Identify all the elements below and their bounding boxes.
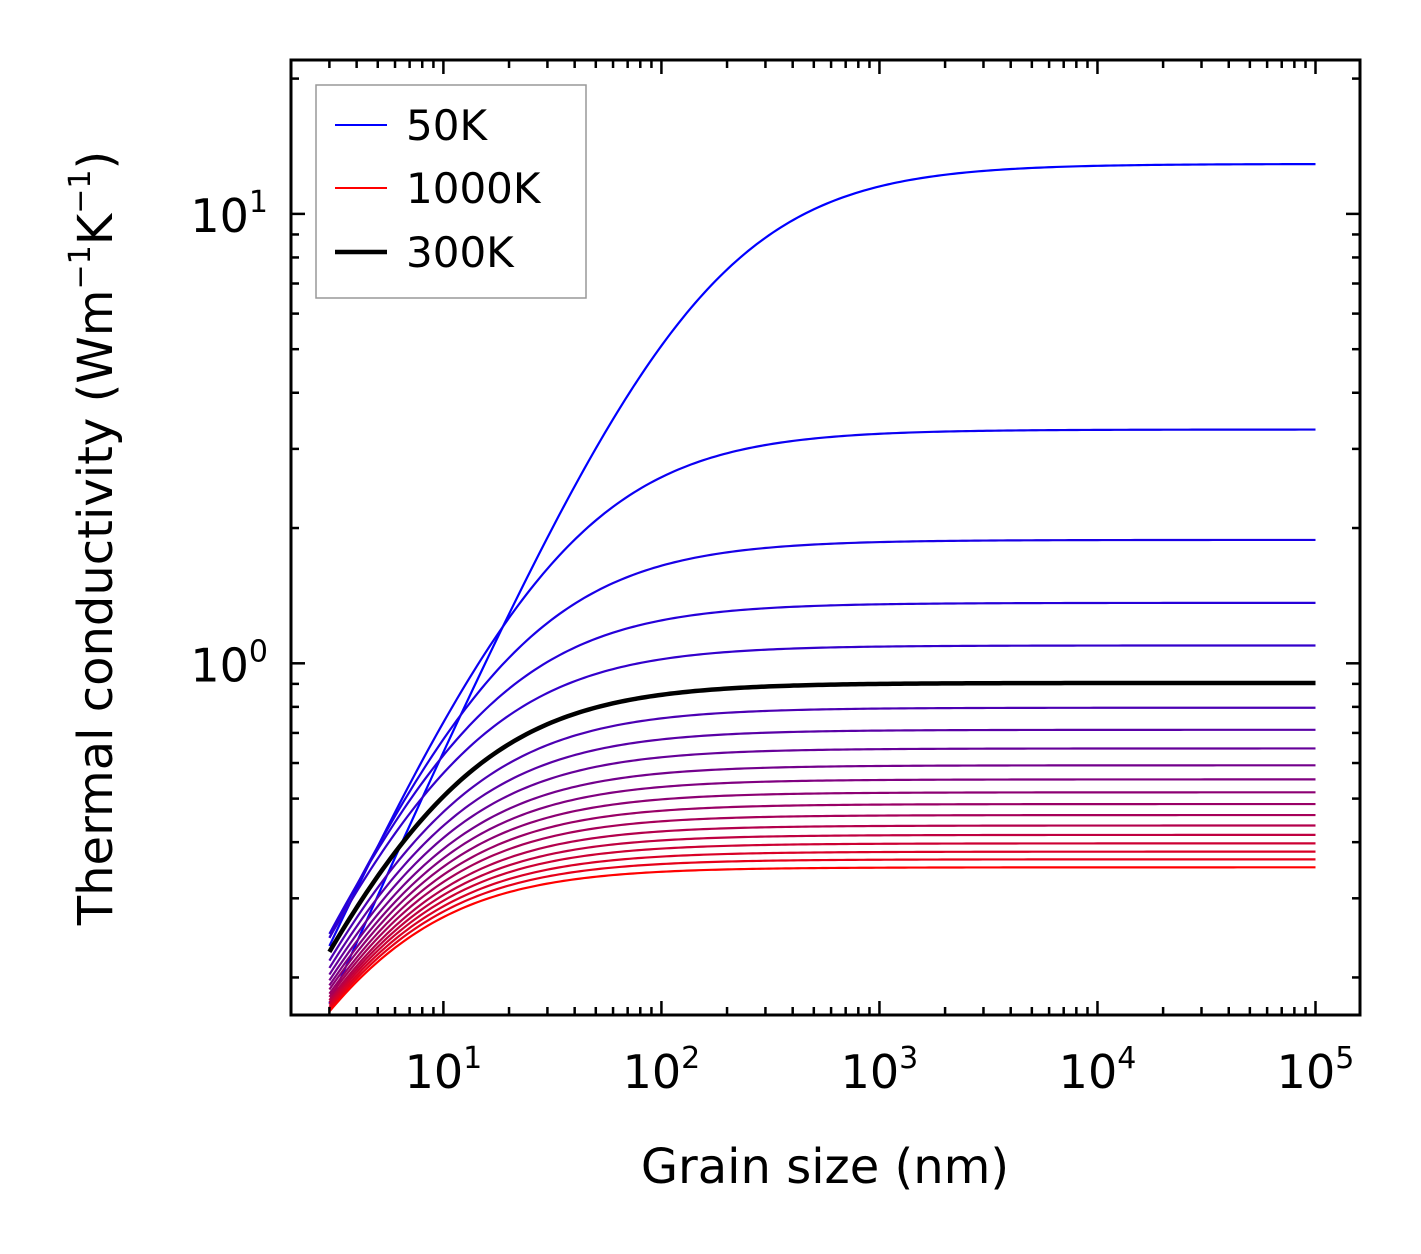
y-axis-label: Thermal conductivity (Wm−1K−1) bbox=[63, 151, 124, 926]
x-tick-label-10-exp: 1 bbox=[463, 1041, 482, 1076]
x-tick-label-100000: 105 bbox=[1277, 1041, 1355, 1099]
series-line-550k bbox=[328, 778, 1316, 987]
series-line-600k bbox=[328, 791, 1316, 991]
x-tick-label-100-exp: 2 bbox=[681, 1041, 700, 1076]
x-tick-label-10000: 104 bbox=[1059, 1041, 1137, 1099]
plot-frame bbox=[289, 58, 1362, 1017]
y-tick-label-10: 101 bbox=[190, 185, 268, 243]
series-line-750k bbox=[328, 824, 1316, 1001]
y-tick-label-1: 100 bbox=[190, 634, 268, 692]
series-line-900k bbox=[328, 850, 1316, 1008]
legend-label-50k: 50K bbox=[406, 101, 488, 150]
series-line-100k bbox=[328, 428, 1316, 947]
y-axis-label-end: ) bbox=[68, 151, 124, 170]
x-tick-label-100000-base: 10 bbox=[1277, 1045, 1336, 1099]
y-axis-label-sup1: −1 bbox=[63, 245, 98, 289]
y-tick-label-10-exp: 1 bbox=[249, 185, 268, 220]
series-line-50k bbox=[328, 162, 1316, 1004]
x-tick-label-1000: 103 bbox=[841, 1041, 919, 1099]
series-line-150k bbox=[328, 538, 1316, 939]
series-line-500k bbox=[328, 764, 1316, 982]
series-line-450k bbox=[328, 747, 1316, 976]
series-line-350k bbox=[328, 706, 1316, 962]
series-line-650k bbox=[328, 802, 1316, 995]
x-tick-label-100: 102 bbox=[623, 1041, 701, 1099]
x-tick-label-10: 101 bbox=[405, 1041, 483, 1099]
series-line-800k bbox=[328, 833, 1316, 1004]
y-axis-label-base: Thermal conductivity (Wm bbox=[68, 289, 124, 926]
series-line-850k bbox=[328, 842, 1316, 1006]
y-axis-label-sup2: −1 bbox=[63, 170, 98, 214]
x-axis-label: Grain size (nm) bbox=[641, 1139, 1009, 1195]
x-tick-label-1000-base: 10 bbox=[841, 1045, 900, 1099]
legend-box bbox=[315, 84, 587, 299]
series-line-1000k bbox=[328, 866, 1316, 1013]
legend-label-300k: 300K bbox=[406, 228, 515, 277]
series-line-250k bbox=[328, 644, 1316, 939]
series-layer bbox=[327, 162, 1316, 1013]
x-tick-label-1000-exp: 3 bbox=[899, 1041, 918, 1076]
y-tick-label-1-base: 10 bbox=[190, 638, 249, 692]
y-tick-label-10-base: 10 bbox=[190, 189, 249, 243]
series-line-400k bbox=[328, 728, 1316, 969]
x-tick-label-100000-exp: 5 bbox=[1335, 1041, 1354, 1076]
y-tick-label-1-exp: 0 bbox=[249, 634, 268, 669]
x-tick-label-100-base: 10 bbox=[623, 1045, 682, 1099]
x-tick-label-10000-base: 10 bbox=[1059, 1045, 1118, 1099]
legend-label-1000k: 1000K bbox=[406, 164, 542, 213]
series-line-700k bbox=[328, 813, 1316, 998]
x-tick-label-10-base: 10 bbox=[405, 1045, 464, 1099]
series-line-950k bbox=[328, 858, 1316, 1010]
y-axis-label-mid: K bbox=[68, 212, 124, 245]
x-tick-label-10000-exp: 4 bbox=[1117, 1041, 1136, 1076]
series-line-300k bbox=[327, 680, 1316, 954]
legend: 50K 1000K 300K bbox=[315, 84, 587, 299]
series-line-200k bbox=[328, 601, 1316, 935]
